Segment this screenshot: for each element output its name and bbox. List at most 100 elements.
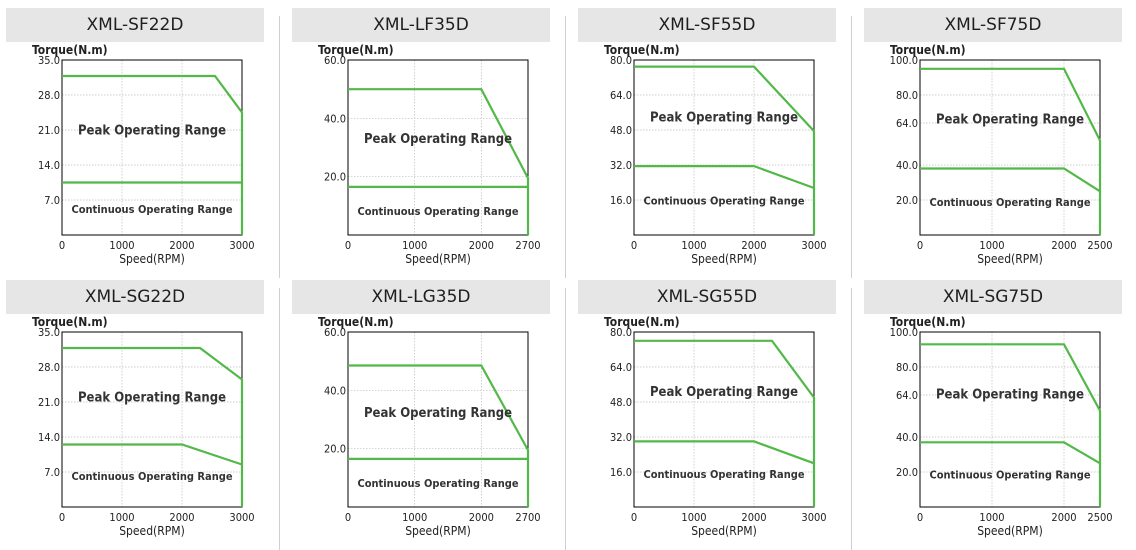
x-axis-label: Speed(RPM) [405, 252, 471, 266]
peak-range-label: Peak Operating Range [650, 110, 798, 125]
continuous-range-label: Continuous Operating Range [71, 470, 232, 483]
x-tick-label: 2500 [1087, 239, 1112, 252]
peak-range-label: Peak Operating Range [78, 390, 226, 405]
y-tick-label: 20.0 [896, 466, 918, 479]
x-axis-label: Speed(RPM) [977, 524, 1043, 538]
y-tick-label: 7.0 [44, 194, 60, 207]
x-tick-label: 2000 [741, 511, 766, 524]
continuous-torque-curve [920, 441, 1101, 465]
y-tick-label: 100.0 [890, 326, 918, 339]
x-tick-label: 2500 [1087, 511, 1112, 524]
x-tick-label: 2700 [515, 511, 540, 524]
peak-torque-curve [62, 346, 244, 507]
y-axis-label: Torque(N.m) [604, 43, 680, 57]
torque-speed-chart: Torque(N.m) 20.0 40.0 64.0 80.0 100.0 0 1000 200… [890, 315, 1113, 538]
continuous-range-label: Continuous Operating Range [929, 196, 1090, 209]
x-tick-label: 0 [59, 511, 65, 524]
panel-divider [565, 16, 566, 278]
torque-speed-chart: Torque(N.m) 7.0 14.0 21.0 28.0 35.0 0 1000 2000 3… [32, 315, 255, 538]
continuous-range-label: Continuous Operating Range [643, 468, 804, 481]
x-tick-label: 1000 [681, 239, 706, 252]
y-tick-label: 64.0 [610, 361, 632, 374]
y-tick-label: 64.0 [610, 89, 632, 102]
y-tick-label: 80.0 [896, 89, 918, 102]
x-tick-label: 3000 [229, 239, 254, 252]
peak-torque-curve [634, 339, 816, 507]
panel-divider [851, 16, 852, 278]
x-tick-label: 1000 [109, 239, 134, 252]
peak-torque-curve [634, 65, 816, 235]
peak-range-label: Peak Operating Range [650, 385, 798, 400]
x-tick-label: 2000 [169, 511, 194, 524]
peak-torque-curve [348, 364, 530, 507]
chart-title: XML-SF55D [578, 8, 836, 42]
y-tick-label: 28.0 [38, 361, 60, 374]
continuous-torque-curve [920, 167, 1101, 193]
chart-panel: XML-SF55D Torque(N.m) 16.0 32.0 48.0 64.0 80.0… [572, 8, 852, 278]
chart-panel: XML-SF75D Torque(N.m) 20.0 40.0 64.0 80.0 100.… [858, 8, 1128, 278]
y-tick-label: 14.0 [38, 159, 60, 172]
y-tick-label: 80.0 [610, 326, 632, 339]
x-axis-label: Speed(RPM) [119, 252, 185, 266]
y-tick-label: 48.0 [610, 396, 632, 409]
x-axis-label: Speed(RPM) [977, 252, 1043, 266]
peak-range-label: Peak Operating Range [936, 387, 1084, 402]
continuous-torque-curve [634, 164, 815, 190]
y-tick-label: 100.0 [890, 54, 918, 67]
plot-frame [347, 59, 529, 236]
x-tick-label: 0 [917, 239, 923, 252]
chart-panel: XML-SG22D Torque(N.m) 7.0 14.0 21.0 28.0 35.0 0… [0, 280, 280, 550]
y-tick-label: 20.0 [324, 443, 346, 456]
peak-range-label: Peak Operating Range [78, 123, 226, 138]
y-tick-label: 80.0 [610, 54, 632, 67]
chart-title: XML-SG22D [6, 280, 264, 314]
y-tick-label: 35.0 [38, 326, 60, 339]
x-axis-label: Speed(RPM) [119, 524, 185, 538]
x-axis-label: Speed(RPM) [691, 524, 757, 538]
plot-frame [633, 59, 815, 236]
y-tick-label: 40.0 [324, 112, 346, 125]
torque-speed-chart: Torque(N.m) 7.0 14.0 21.0 28.0 35.0 0 1000 2000 3… [32, 43, 255, 266]
chart-title: XML-LG35D [292, 280, 550, 314]
x-tick-label: 1000 [979, 239, 1004, 252]
y-tick-label: 40.0 [896, 159, 918, 172]
torque-speed-chart: Torque(N.m) 20.0 40.0 64.0 80.0 100.0 0 1000 200… [890, 43, 1113, 266]
chart-title: XML-SF22D [6, 8, 264, 42]
y-tick-label: 21.0 [38, 124, 60, 137]
x-tick-label: 2000 [469, 511, 494, 524]
y-tick-label: 16.0 [610, 194, 632, 207]
y-tick-label: 64.0 [896, 389, 918, 402]
y-tick-label: 35.0 [38, 54, 60, 67]
panel-divider [565, 288, 566, 550]
x-tick-label: 3000 [229, 511, 254, 524]
chart-panel: XML-LG35D Torque(N.m) 20.0 40.0 60.0 0 1000 200… [286, 280, 566, 550]
peak-range-label: Peak Operating Range [364, 132, 512, 147]
y-axis-label: Torque(N.m) [318, 43, 394, 57]
chart-panel: XML-LF35D Torque(N.m) 20.0 40.0 60.0 0 1000 200… [286, 8, 566, 278]
chart-title: XML-SG55D [578, 280, 836, 314]
x-tick-label: 1000 [681, 511, 706, 524]
y-tick-label: 32.0 [610, 159, 632, 172]
y-axis-label: Torque(N.m) [32, 43, 108, 57]
chart-title: XML-SG75D [864, 280, 1122, 314]
x-tick-label: 1000 [979, 511, 1004, 524]
peak-torque-curve [348, 88, 530, 235]
x-tick-label: 2000 [741, 239, 766, 252]
peak-torque-curve [920, 343, 1102, 507]
y-tick-label: 80.0 [896, 361, 918, 374]
y-tick-label: 16.0 [610, 466, 632, 479]
y-tick-label: 32.0 [610, 431, 632, 444]
x-tick-label: 1000 [109, 511, 134, 524]
continuous-range-label: Continuous Operating Range [357, 205, 518, 218]
continuous-torque-curve [634, 440, 815, 465]
x-tick-label: 0 [917, 511, 923, 524]
chart-title: XML-SF75D [864, 8, 1122, 42]
y-tick-label: 14.0 [38, 431, 60, 444]
chart-panel: XML-SG75D Torque(N.m) 20.0 40.0 64.0 80.0 100.… [858, 280, 1128, 550]
x-tick-label: 2000 [469, 239, 494, 252]
x-tick-label: 1000 [402, 511, 427, 524]
x-tick-label: 2000 [1051, 511, 1076, 524]
x-tick-label: 3000 [801, 239, 826, 252]
continuous-range-label: Continuous Operating Range [71, 203, 232, 216]
